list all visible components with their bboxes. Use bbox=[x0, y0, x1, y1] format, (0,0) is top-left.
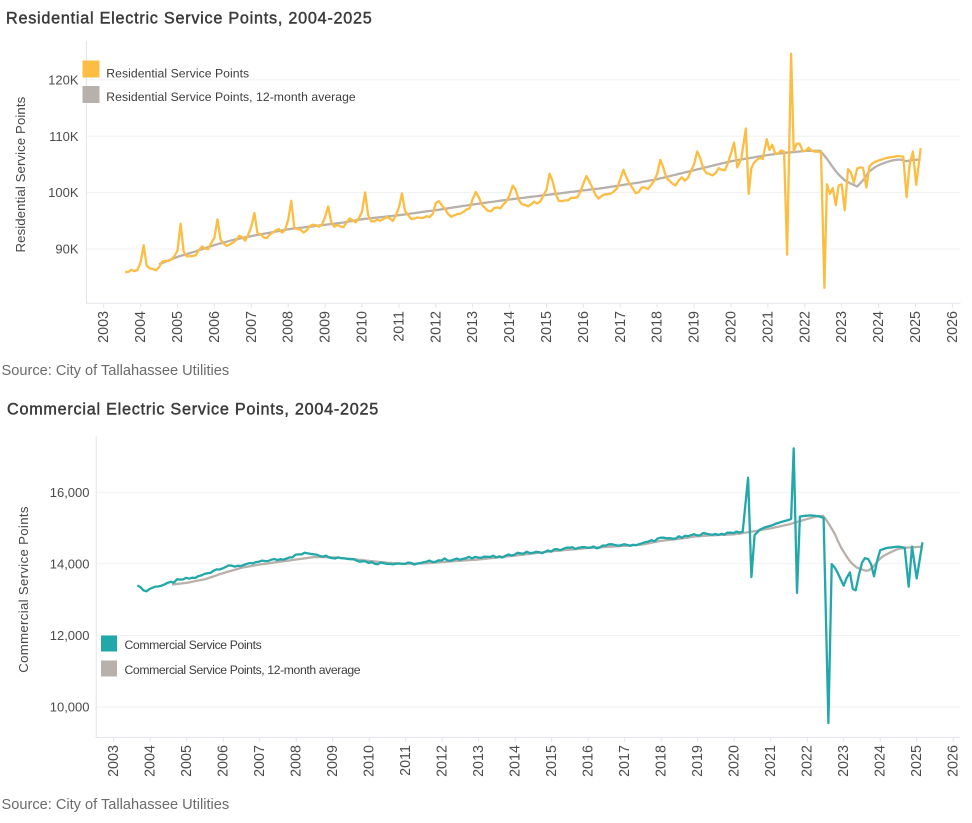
svg-text:Source: City of Tallahassee Ut: Source: City of Tallahassee Utilities bbox=[2, 797, 230, 813]
svg-text:2023: 2023 bbox=[836, 745, 852, 777]
svg-text:2014: 2014 bbox=[502, 311, 518, 343]
svg-text:2026: 2026 bbox=[945, 311, 961, 343]
svg-text:110K: 110K bbox=[49, 129, 79, 144]
svg-text:2010: 2010 bbox=[355, 311, 371, 343]
svg-text:2019: 2019 bbox=[690, 745, 706, 777]
svg-text:2018: 2018 bbox=[654, 745, 670, 777]
svg-text:2019: 2019 bbox=[687, 311, 703, 343]
svg-text:2015: 2015 bbox=[544, 745, 560, 777]
svg-text:2004: 2004 bbox=[143, 745, 159, 777]
svg-text:2025: 2025 bbox=[908, 311, 924, 343]
svg-text:2017: 2017 bbox=[617, 745, 633, 777]
svg-text:2014: 2014 bbox=[508, 745, 524, 777]
svg-text:Commercial Service Points, 12-: Commercial Service Points, 12-month aver… bbox=[125, 663, 361, 677]
svg-text:2004: 2004 bbox=[133, 311, 149, 343]
svg-text:Commercial Service Points: Commercial Service Points bbox=[16, 506, 31, 673]
svg-text:100K: 100K bbox=[48, 185, 79, 200]
svg-text:2018: 2018 bbox=[650, 311, 666, 343]
svg-text:2007: 2007 bbox=[244, 311, 260, 343]
svg-text:2017: 2017 bbox=[613, 311, 629, 343]
svg-text:2015: 2015 bbox=[539, 311, 555, 343]
svg-text:2020: 2020 bbox=[724, 311, 740, 343]
svg-text:2013: 2013 bbox=[471, 745, 487, 777]
svg-text:2025: 2025 bbox=[909, 745, 925, 777]
svg-text:2007: 2007 bbox=[252, 745, 268, 777]
svg-text:16,000: 16,000 bbox=[50, 485, 90, 500]
svg-text:10,000: 10,000 bbox=[50, 700, 90, 715]
svg-text:2008: 2008 bbox=[281, 311, 297, 343]
svg-text:Commercial Electric Service Po: Commercial Electric Service Points, 2004… bbox=[7, 401, 379, 419]
svg-text:2006: 2006 bbox=[216, 745, 232, 777]
svg-text:2013: 2013 bbox=[465, 311, 481, 343]
svg-text:2011: 2011 bbox=[398, 745, 414, 776]
svg-text:2009: 2009 bbox=[318, 311, 334, 343]
svg-text:2024: 2024 bbox=[873, 745, 889, 777]
svg-text:2012: 2012 bbox=[428, 311, 444, 343]
svg-text:Source: City of Tallahassee Ut: Source: City of Tallahassee Utilities bbox=[2, 363, 230, 379]
svg-text:12,000: 12,000 bbox=[50, 628, 90, 643]
svg-text:14,000: 14,000 bbox=[50, 556, 90, 571]
svg-text:Commercial Service Points: Commercial Service Points bbox=[125, 638, 262, 652]
svg-text:2023: 2023 bbox=[834, 311, 850, 343]
svg-text:2003: 2003 bbox=[106, 745, 122, 777]
svg-text:2012: 2012 bbox=[435, 745, 451, 777]
svg-text:2016: 2016 bbox=[576, 311, 592, 343]
svg-text:90K: 90K bbox=[55, 242, 78, 257]
svg-text:2024: 2024 bbox=[871, 311, 887, 343]
svg-text:2022: 2022 bbox=[800, 745, 816, 777]
svg-text:2003: 2003 bbox=[96, 311, 112, 343]
svg-text:2009: 2009 bbox=[325, 745, 341, 777]
svg-text:Residential Electric Service P: Residential Electric Service Points, 200… bbox=[6, 10, 373, 28]
svg-text:2010: 2010 bbox=[362, 745, 378, 777]
svg-text:Residential Service Points: Residential Service Points bbox=[13, 96, 28, 252]
svg-text:Residential Service Points, 12: Residential Service Points, 12-month ave… bbox=[106, 90, 356, 104]
svg-text:2005: 2005 bbox=[179, 745, 195, 777]
svg-text:2021: 2021 bbox=[763, 745, 779, 777]
svg-text:2022: 2022 bbox=[797, 311, 813, 343]
svg-text:2021: 2021 bbox=[760, 311, 776, 343]
svg-text:120K: 120K bbox=[48, 73, 79, 88]
svg-text:2011: 2011 bbox=[391, 311, 407, 342]
svg-text:2026: 2026 bbox=[946, 745, 962, 777]
svg-text:2016: 2016 bbox=[581, 745, 597, 777]
svg-text:2006: 2006 bbox=[207, 311, 223, 343]
svg-text:2008: 2008 bbox=[289, 745, 305, 777]
svg-text:2005: 2005 bbox=[170, 311, 186, 343]
svg-text:2020: 2020 bbox=[727, 745, 743, 777]
svg-text:Residential Service Points: Residential Service Points bbox=[106, 66, 249, 80]
